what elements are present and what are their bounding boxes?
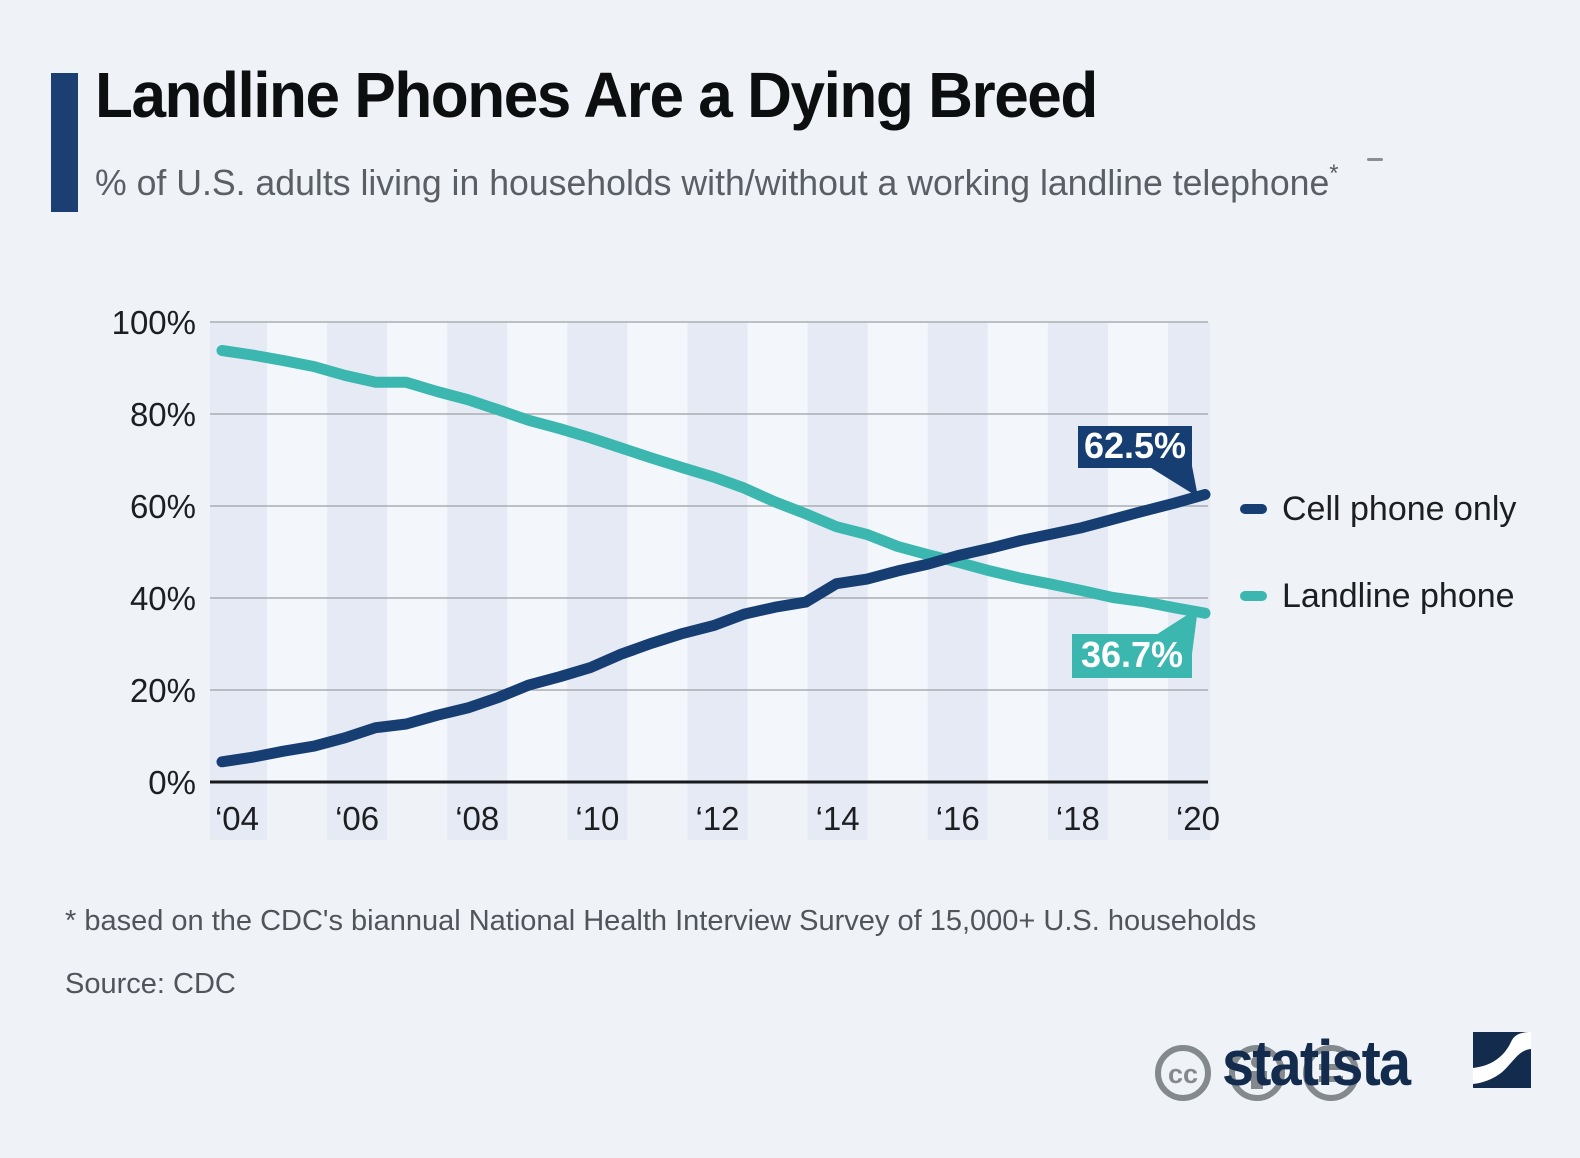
- title-accent-bar: [51, 73, 78, 212]
- y-axis-tick-label: 40%: [130, 580, 196, 617]
- plot-year-band: [1168, 322, 1210, 840]
- subtitle-text: % of U.S. adults living in households wi…: [95, 162, 1330, 203]
- x-axis-tick-label: ‘12: [695, 800, 739, 837]
- series-line-landline-phone: [216, 345, 1211, 619]
- statista-logo-icon: [1473, 1032, 1531, 1088]
- license-icons: cc: [1155, 1045, 1359, 1101]
- callout-box: [1072, 634, 1192, 678]
- page-title: Landline Phones Are a Dying Breed: [95, 59, 1098, 131]
- x-axis-tick-label: ‘10: [575, 800, 619, 837]
- x-axis-tick-label: ‘18: [1056, 800, 1100, 837]
- attribution-person-icon: [1229, 1045, 1285, 1101]
- x-axis-tick-label: ‘06: [335, 800, 379, 837]
- x-axis-tick-label: ‘16: [936, 800, 980, 837]
- series-line-cell-phone-only: [216, 489, 1211, 768]
- x-axis-tick-label: ‘20: [1176, 800, 1220, 837]
- statista-wordmark: statista: [1222, 1027, 1411, 1099]
- callout-value: 36.7%: [1081, 634, 1183, 675]
- source-line: Source: CDC: [65, 968, 236, 1000]
- y-axis-tick-label: 60%: [130, 488, 196, 525]
- value-callout-cell-phone-only: 62.5%: [1078, 425, 1198, 497]
- callout-value: 62.5%: [1084, 425, 1186, 466]
- x-axis-tick-label: ‘04: [215, 800, 259, 837]
- callout-box: [1078, 426, 1192, 468]
- plot-year-band: [327, 322, 388, 840]
- legend-dash-icon: [1240, 591, 1267, 601]
- footnote: * based on the CDC's biannual National H…: [65, 905, 1257, 937]
- legend-item-cell-phone-only: Cell phone only: [1240, 489, 1517, 528]
- footnote-asterisk: *: [1329, 160, 1339, 187]
- plot-year-band: [567, 322, 628, 840]
- no-derivatives-equals-icon: [1303, 1045, 1359, 1101]
- value-callout-landline-phone: 36.7%: [1072, 608, 1198, 678]
- cc-icon: cc: [1155, 1045, 1211, 1101]
- legend-label: Cell phone only: [1282, 489, 1517, 528]
- stray-dash-mark: [1367, 158, 1383, 161]
- plot-year-band: [927, 322, 988, 840]
- chart-subtitle: % of U.S. adults living in households wi…: [95, 160, 1540, 204]
- svg-text:cc: cc: [1168, 1059, 1198, 1089]
- plot-year-band: [687, 322, 748, 840]
- x-axis-tick-label: ‘14: [816, 800, 860, 837]
- legend-dash-icon: [1240, 504, 1267, 514]
- callout-tail: [1148, 466, 1198, 497]
- y-axis-tick-label: 20%: [130, 672, 196, 709]
- y-axis-tick-label: 80%: [130, 396, 196, 433]
- legend-label: Landline phone: [1282, 576, 1515, 615]
- x-axis-tick-label: ‘08: [455, 800, 499, 837]
- y-axis-tick-label: 100%: [112, 304, 196, 341]
- y-axis-tick-label: 0%: [148, 764, 196, 801]
- legend-item-landline-phone: Landline phone: [1240, 576, 1515, 615]
